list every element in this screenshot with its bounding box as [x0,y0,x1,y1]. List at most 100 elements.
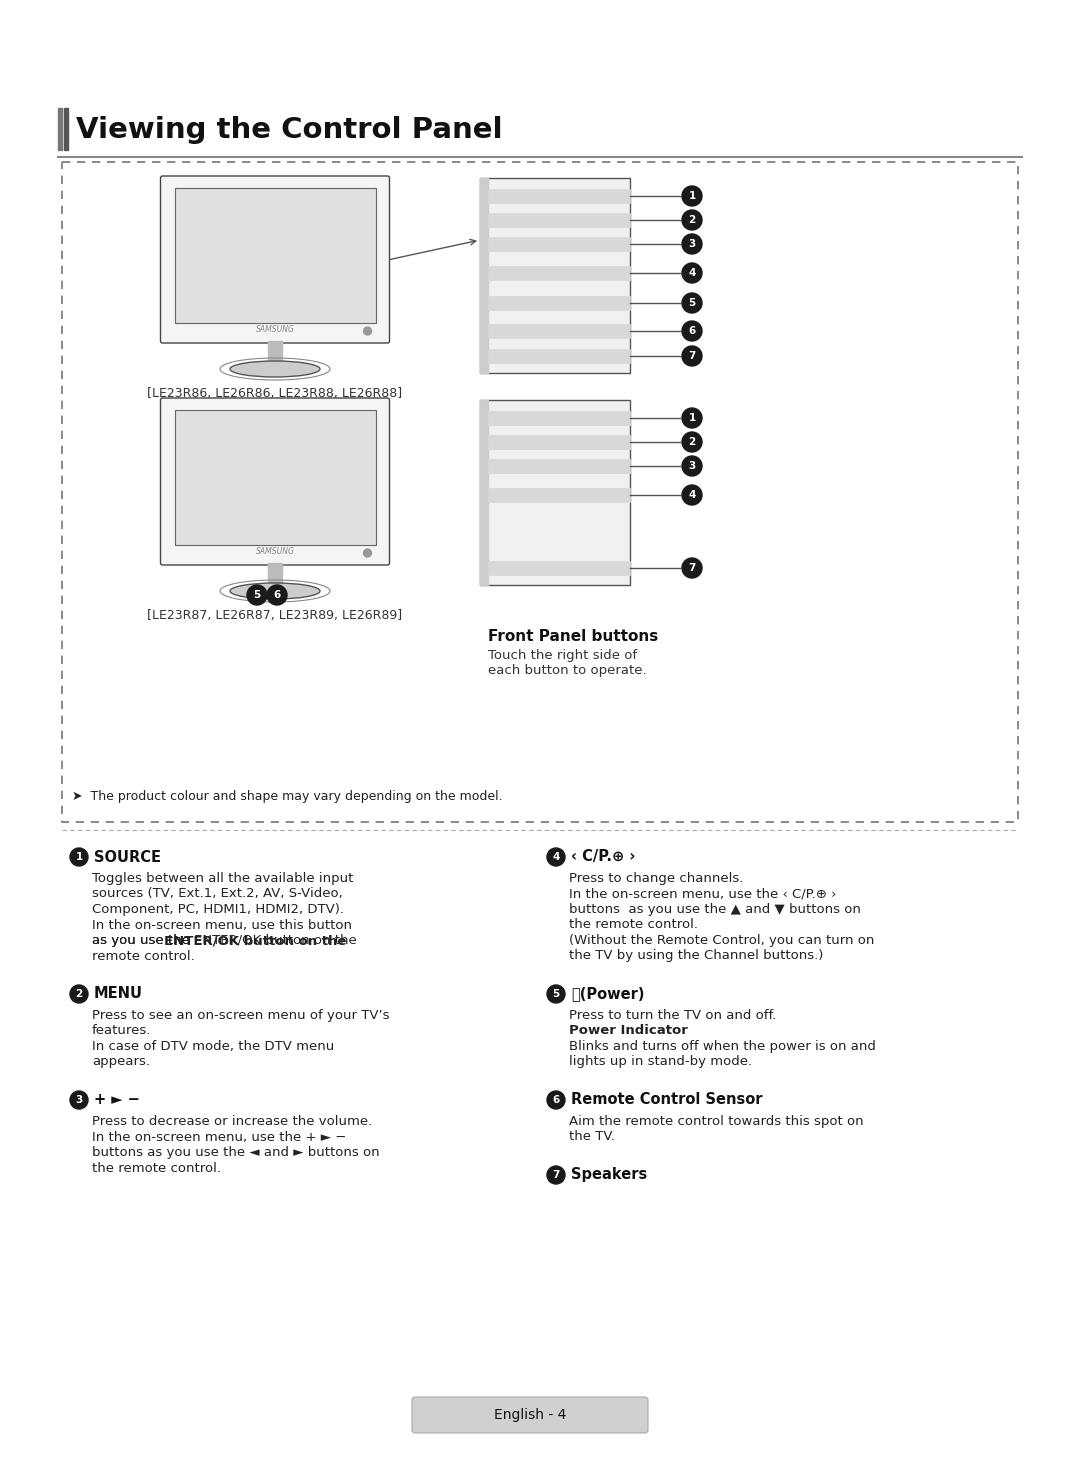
Text: 6: 6 [688,325,696,336]
Text: In the on-screen menu, use the ‹ C/P.⊕ ›: In the on-screen menu, use the ‹ C/P.⊕ › [569,888,837,901]
Text: 6: 6 [273,590,281,601]
Bar [488,459,630,473]
Text: + ► −: + ► − [94,1092,140,1107]
Circle shape [70,985,87,1002]
Text: SAMSUNG: SAMSUNG [256,324,295,334]
Circle shape [681,263,702,283]
Text: appears.: appears. [92,1055,150,1069]
Text: 5: 5 [552,989,559,999]
Bar [62,162,1018,821]
Text: In case of DTV mode, the DTV menu: In case of DTV mode, the DTV menu [92,1041,334,1052]
Text: lights up in stand-by mode.: lights up in stand-by mode. [569,1055,752,1069]
Text: MENU: MENU [94,986,143,1001]
Bar [175,411,376,545]
Text: Blinks and turns off when the power is on and: Blinks and turns off when the power is o… [569,1041,876,1052]
Bar [480,178,488,372]
FancyBboxPatch shape [411,1397,648,1434]
Circle shape [681,408,702,428]
Text: Press to see an on-screen menu of your TV’s: Press to see an on-screen menu of your T… [92,1008,390,1022]
Circle shape [681,234,702,255]
FancyBboxPatch shape [161,177,390,343]
Text: 3: 3 [688,461,696,471]
Text: ➤  The product colour and shape may vary depending on the model.: ➤ The product colour and shape may vary … [72,790,502,804]
Text: 7: 7 [552,1170,559,1181]
Text: 2: 2 [688,437,696,447]
Text: ⏻(Power): ⏻(Power) [571,986,645,1001]
Bar [268,562,282,583]
Circle shape [267,584,287,605]
Circle shape [681,293,702,314]
Circle shape [681,558,702,578]
Circle shape [681,210,702,230]
Circle shape [70,1091,87,1108]
Text: Power Indicator: Power Indicator [569,1025,688,1038]
Ellipse shape [230,361,320,377]
Text: 1: 1 [76,852,83,863]
Bar [488,266,630,280]
Circle shape [681,456,702,475]
Text: English - 4: English - 4 [494,1409,566,1422]
Text: 1: 1 [688,191,696,202]
Bar [488,213,630,227]
Circle shape [681,346,702,367]
FancyBboxPatch shape [161,397,390,565]
Text: [LE23R86, LE26R86, LE23R88, LE26R88]: [LE23R86, LE26R86, LE23R88, LE26R88] [148,387,403,400]
Circle shape [70,848,87,866]
Bar [488,489,630,502]
Circle shape [681,484,702,505]
Circle shape [546,1166,565,1183]
Text: the TV by using the Channel buttons.): the TV by using the Channel buttons.) [569,949,823,963]
Text: as you use the ENTER/OK button on the: as you use the ENTER/OK button on the [92,935,356,946]
Bar [488,436,630,449]
Bar [480,400,488,584]
Circle shape [546,848,565,866]
Bar [488,561,630,576]
Text: Touch the right side of: Touch the right side of [488,649,637,662]
Text: SAMSUNG: SAMSUNG [256,546,295,555]
Text: ENTER/OK button on the: ENTER/OK button on the [164,935,347,946]
Text: 5: 5 [688,297,696,308]
Text: 6: 6 [552,1095,559,1105]
Text: 4: 4 [552,852,559,863]
Text: In the on-screen menu, use the + ► −: In the on-screen menu, use the + ► − [92,1130,347,1144]
Text: buttons  as you use the ▲ and ▼ buttons on: buttons as you use the ▲ and ▼ buttons o… [569,902,861,916]
Circle shape [546,1091,565,1108]
Text: Toggles between all the available input: Toggles between all the available input [92,871,353,885]
Text: the remote control.: the remote control. [569,919,698,932]
Circle shape [681,431,702,452]
Text: 5: 5 [254,590,260,601]
Bar [488,237,630,252]
Circle shape [681,185,702,206]
Text: Viewing the Control Panel: Viewing the Control Panel [76,116,502,144]
Circle shape [364,549,372,556]
Text: (Without the Remote Control, you can turn on: (Without the Remote Control, you can tur… [569,935,875,946]
Text: features.: features. [92,1025,151,1038]
Circle shape [364,327,372,336]
Text: Remote Control Sensor: Remote Control Sensor [571,1092,762,1107]
Bar [488,296,630,311]
Circle shape [546,985,565,1002]
Bar [480,178,630,372]
Text: Component, PC, HDMI1, HDMI2, DTV).: Component, PC, HDMI1, HDMI2, DTV). [92,902,345,916]
Text: Aim the remote control towards this spot on: Aim the remote control towards this spot… [569,1114,864,1128]
Text: remote control.: remote control. [92,949,194,963]
Text: 4: 4 [688,268,696,278]
Text: 2: 2 [688,215,696,225]
Text: 7: 7 [688,350,696,361]
Bar [488,349,630,364]
Text: 3: 3 [688,238,696,249]
Bar [488,188,630,203]
Circle shape [681,321,702,342]
Text: Press to decrease or increase the volume.: Press to decrease or increase the volume… [92,1114,373,1128]
Text: 4: 4 [688,490,696,500]
Text: Press to turn the TV on and off.: Press to turn the TV on and off. [569,1008,777,1022]
Text: [LE23R87, LE26R87, LE23R89, LE26R89]: [LE23R87, LE26R87, LE23R89, LE26R89] [148,609,403,623]
Text: 2: 2 [76,989,83,999]
Bar [488,324,630,339]
Bar [64,107,68,150]
Text: buttons as you use the ◄ and ► buttons on: buttons as you use the ◄ and ► buttons o… [92,1147,380,1158]
Text: 7: 7 [688,562,696,573]
Text: Press to change channels.: Press to change channels. [569,871,743,885]
Bar [268,342,282,361]
Text: Speakers: Speakers [571,1167,647,1182]
